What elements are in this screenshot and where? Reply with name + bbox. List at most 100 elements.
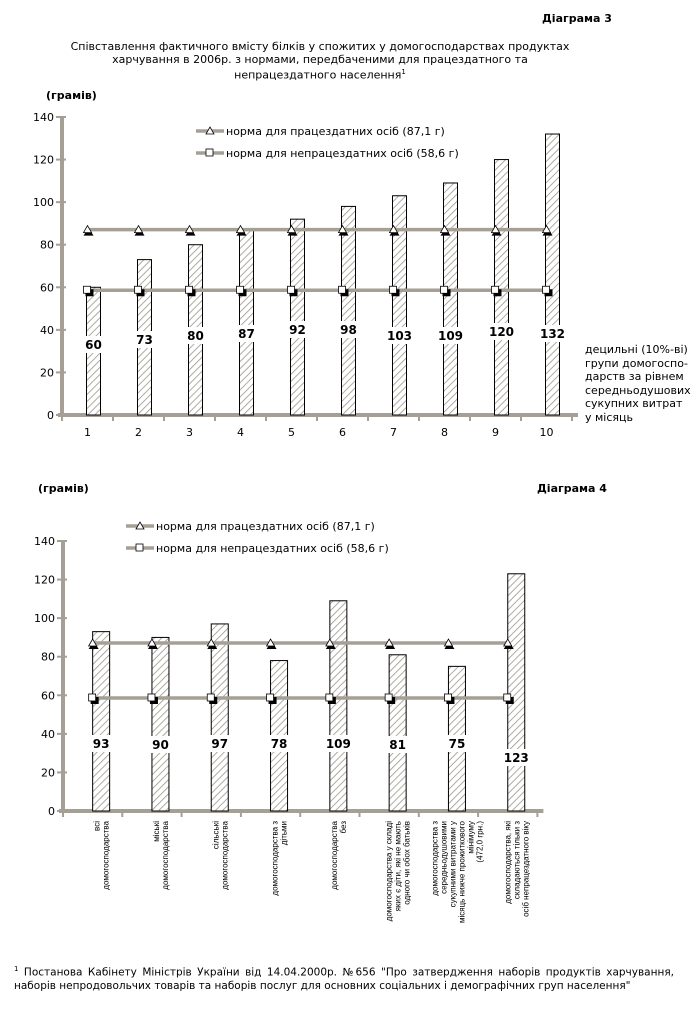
norm-marker [338,285,349,297]
legend-entry: норма для працездатних осіб (87,1 г) [156,520,375,533]
data-label: 109 [438,329,463,343]
square-marker-icon [440,285,448,294]
legend-triangle-icon [205,126,215,135]
data-label-bg [484,323,519,340]
data-label: 75 [449,737,466,751]
norm-marker [266,693,277,704]
norm-marker [88,693,99,704]
x-axis-description-line: середньодушових [585,383,691,397]
square-marker-icon [236,285,244,294]
norm-marker [133,224,145,236]
square-marker-icon [147,693,156,702]
bar [507,573,526,812]
triangle-marker-icon [206,638,216,647]
norm-marker [287,285,298,297]
diagram-4-label: Діаграма 4 [537,482,607,495]
y-tick-label: 140 [34,535,55,548]
chart-title: Співставлення фактичного вмісту білків у… [70,40,570,82]
chart2-y-unit: (грамів) [38,482,89,495]
triangle-marker-icon [265,638,276,647]
triangle-marker-icon [439,224,450,234]
norm-marker [389,285,400,297]
square-marker-icon [444,693,452,702]
y-tick-label: 100 [33,196,54,209]
y-tick-label: 0 [48,805,55,818]
data-label-bg [84,735,119,752]
data-label: 132 [540,327,565,341]
square-marker-icon [185,285,193,294]
x-category-label: осіб непрацездатного віку [521,821,530,917]
x-category-label: домогосподарства [220,820,229,889]
triangle-marker-icon [503,638,513,647]
data-label-bg [439,735,474,752]
y-tick-label: 120 [34,574,55,587]
data-label-bg [499,749,534,766]
data-label-bg [280,321,315,338]
norm-marker [265,638,277,650]
y-tick-label: 60 [41,689,55,702]
y-tick-label: 100 [34,612,55,625]
y-tick-label: 80 [41,651,55,664]
square-marker-icon [88,693,97,702]
x-axis-description-line: сукупних витрат [585,397,683,411]
norm-marker [235,224,247,236]
data-label: 90 [152,738,169,752]
triangle-marker-icon [490,224,501,234]
legend-triangle-icon [135,521,145,530]
x-category-label: місяць нижче прожиткового [457,820,466,923]
x-category-label: домогосподарства з [430,821,439,896]
x-category-label: мінімуму [466,821,475,854]
data-label: 93 [93,737,110,751]
data-label-bg [433,327,468,344]
triangle-marker-icon [82,224,93,234]
x-category-label: складаються тільки з [512,821,521,900]
triangle-marker-icon [384,638,394,647]
norm-marker [439,224,451,236]
y-tick-label: 40 [41,728,55,741]
data-label: 81 [389,738,406,752]
square-marker-icon [266,693,274,702]
x-category-label: 7 [390,426,397,439]
norm-marker [503,693,514,704]
data-label: 73 [136,333,153,347]
data-label: 92 [289,323,306,337]
y-tick-label: 80 [40,239,54,252]
triangle-marker-icon [133,224,144,234]
data-label-bg [262,735,297,752]
y-tick-label: 140 [33,111,54,124]
x-category-label: сукупними витратами у [448,821,457,907]
data-label: 123 [504,751,529,765]
norm-marker [184,224,196,236]
square-marker-icon [287,285,295,294]
y-tick-label: 40 [40,324,54,337]
legend-entry: норма для працездатних осіб (87,1 г) [226,125,445,138]
norm-marker [503,638,514,650]
triangle-marker-icon [235,224,246,234]
norm-marker [82,224,94,236]
bar [388,654,407,812]
x-category-label: домогосподарства з [271,821,280,896]
triangle-marker-icon [388,224,399,234]
bar [290,218,305,416]
chart-title-text: Співставлення фактичного вмісту білків у… [70,40,570,82]
norm-marker [286,224,298,236]
x-category-label: домогосподарства [102,820,111,889]
data-label-bg [178,327,213,344]
square-marker-icon [389,285,397,294]
square-marker-icon [384,693,393,702]
x-category-label: 5 [288,426,295,439]
y-tick-label: 20 [40,366,54,379]
norm-marker [384,638,396,650]
norm-marker [491,285,502,297]
footnote-ref: 1 [401,68,406,76]
norm-marker [87,638,99,650]
x-category-label: 6 [339,426,346,439]
x-category-label: домогосподарства [161,820,170,889]
data-label-bg [143,736,178,753]
x-axis-description-line: дарств за рівнем [585,370,684,384]
x-category-label: середньодушовими [439,821,448,894]
data-label-bg [331,321,366,338]
data-label-bg [202,735,237,752]
